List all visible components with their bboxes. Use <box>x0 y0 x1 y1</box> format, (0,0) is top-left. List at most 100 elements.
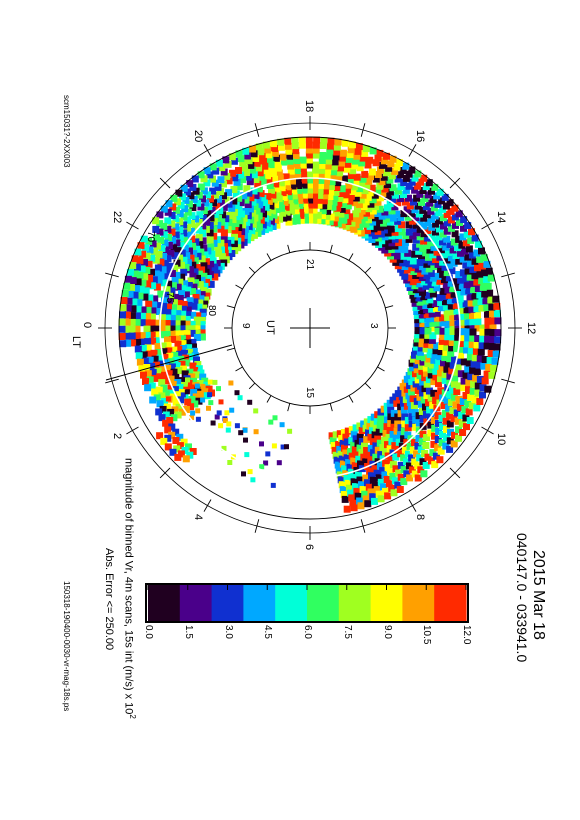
velocity-cell <box>410 198 417 206</box>
velocity-cell <box>457 301 465 309</box>
velocity-cell <box>299 161 307 169</box>
velocity-cell <box>419 331 427 339</box>
velocity-cell <box>356 444 364 452</box>
velocity-cell <box>162 411 170 419</box>
velocity-cell <box>365 451 373 459</box>
velocity-cell <box>439 205 447 213</box>
velocity-cell <box>344 160 352 168</box>
velocity-cell <box>434 436 442 443</box>
colorbar-tick-label: 10.5 <box>421 625 433 645</box>
velocity-cell <box>350 430 358 438</box>
velocity-cell <box>206 229 214 237</box>
velocity-cell <box>281 198 289 206</box>
velocity-cell <box>261 215 269 223</box>
velocity-cell <box>312 161 320 169</box>
velocity-cell <box>455 434 462 442</box>
velocity-cell <box>448 267 456 275</box>
velocity-cell <box>390 423 398 431</box>
velocity-cell <box>199 229 207 237</box>
velocity-cell <box>216 410 222 416</box>
velocity-cell <box>256 201 264 209</box>
velocity-cell <box>252 155 260 162</box>
velocity-cell <box>430 356 438 364</box>
velocity-cell <box>164 341 172 349</box>
velocity-cell <box>184 224 192 232</box>
velocity-cell <box>325 157 333 165</box>
velocity-cell <box>389 214 397 222</box>
velocity-cell <box>155 408 163 416</box>
velocity-cell <box>374 171 382 178</box>
velocity-cell <box>311 191 319 199</box>
velocity-cell <box>455 426 462 434</box>
velocity-cell <box>180 221 188 229</box>
velocity-cell <box>346 224 354 232</box>
velocity-cell <box>432 397 440 404</box>
velocity-cell <box>392 191 400 199</box>
velocity-cell <box>209 257 217 265</box>
tick-layer <box>98 116 522 540</box>
velocity-cell <box>202 225 210 233</box>
velocity-cell <box>451 230 459 238</box>
velocity-cell <box>469 366 477 374</box>
velocity-cell <box>414 265 422 273</box>
velocity-cell <box>180 301 188 308</box>
velocity-cell <box>341 139 349 147</box>
velocity-cell <box>418 335 426 343</box>
velocity-cell <box>423 340 431 348</box>
velocity-cell <box>411 439 418 446</box>
velocity-cell <box>391 228 399 236</box>
velocity-cell <box>201 251 209 259</box>
colorbar-segment <box>207 585 213 621</box>
velocity-cell <box>423 310 431 318</box>
velocity-cell <box>432 373 440 381</box>
colorbar-segment <box>414 585 419 621</box>
velocity-cell <box>217 176 225 184</box>
velocity-cell <box>395 159 403 167</box>
velocity-cell <box>482 275 490 283</box>
velocity-cell <box>408 420 416 428</box>
velocity-cell <box>478 304 486 312</box>
velocity-cell <box>312 141 320 149</box>
velocity-cell <box>389 195 397 203</box>
velocity-cell <box>364 227 371 235</box>
velocity-cell <box>462 300 470 308</box>
velocity-cell <box>182 406 190 413</box>
velocity-cell <box>197 203 205 211</box>
velocity-cell <box>209 163 217 171</box>
velocity-cell <box>316 186 324 194</box>
velocity-cell <box>433 304 440 312</box>
velocity-cell <box>191 175 199 183</box>
velocity-cell <box>440 251 448 259</box>
velocity-cell <box>455 271 463 278</box>
velocity-cell <box>146 376 154 384</box>
velocity-cell <box>484 310 491 318</box>
velocity-cell <box>423 306 431 314</box>
velocity-cell <box>481 377 489 385</box>
velocity-cell <box>438 414 446 422</box>
velocity-cell <box>387 406 395 414</box>
velocity-cell <box>204 210 212 218</box>
velocity-cell <box>119 304 127 312</box>
velocity-cell <box>340 429 348 436</box>
velocity-cell <box>358 218 366 226</box>
velocity-cell <box>448 339 456 346</box>
velocity-cell <box>415 210 423 218</box>
velocity-cell <box>140 371 147 379</box>
velocity-cell <box>358 427 366 434</box>
velocity-cell <box>174 335 181 343</box>
velocity-cell <box>422 462 430 469</box>
velocity-cell <box>413 366 421 374</box>
velocity-cell <box>174 391 182 399</box>
colorbar-segment <box>458 585 463 621</box>
velocity-cell <box>173 239 181 247</box>
velocity-cell <box>412 243 420 251</box>
colorbar-segment <box>406 585 411 621</box>
velocity-cell <box>433 248 441 256</box>
ut-axis-label: UT <box>264 320 276 335</box>
velocity-cell <box>433 342 441 350</box>
velocity-cell <box>119 340 127 348</box>
velocity-cell <box>386 200 394 208</box>
velocity-cell <box>429 361 436 369</box>
velocity-cell <box>119 311 126 319</box>
velocity-cell <box>242 147 250 155</box>
